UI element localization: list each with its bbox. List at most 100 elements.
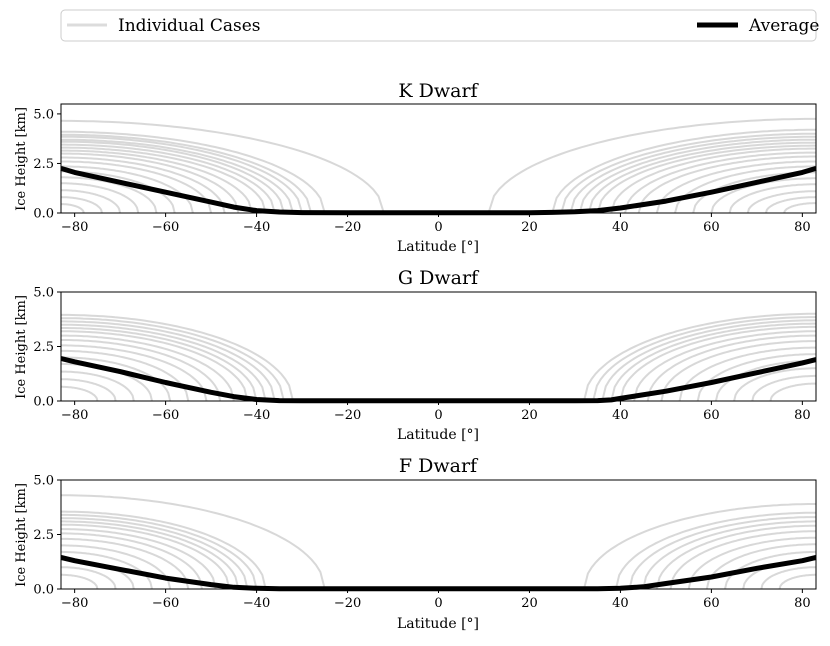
individual-case-line-right-24 — [696, 353, 816, 402]
x-tick-label: −40 — [243, 408, 270, 423]
individual-case-line-left-10 — [61, 550, 153, 590]
individual-case-line-left-8 — [61, 537, 190, 590]
x-tick-label: −20 — [334, 408, 361, 423]
x-tick-label: 20 — [521, 596, 538, 611]
individual-case-line-left-7 — [61, 532, 203, 590]
individual-case-line-left-14 — [61, 385, 99, 402]
x-tick-label: 20 — [521, 408, 538, 423]
average-line — [60, 554, 817, 592]
individual-case-line-left-0 — [61, 494, 326, 590]
y-axis-label: Ice Height [km] — [14, 107, 29, 211]
x-axis: −80 −60 −40 −20 0 20 40 60 80 — [61, 213, 811, 235]
x-tick-label: 40 — [612, 408, 629, 423]
y-tick-label: 0.0 — [33, 395, 54, 410]
legend-individual-label: Individual Cases — [118, 16, 260, 36]
individual-case-line-left-18 — [61, 203, 85, 214]
x-tick-label: 0 — [434, 596, 442, 611]
x-tick-label: −80 — [61, 220, 88, 235]
individual-case-line-left-3 — [60, 517, 249, 590]
x-axis-label: Latitude [°] — [397, 616, 479, 632]
individual-case-line-right-27 — [624, 151, 816, 214]
individual-case-line-left-4 — [61, 520, 240, 590]
x-tick-label: 20 — [521, 220, 538, 235]
x-tick-label: 60 — [703, 408, 720, 423]
x-tick-label: 60 — [703, 220, 720, 235]
individual-case-line-right-19 — [487, 117, 816, 214]
individual-case-line-left-6 — [61, 143, 276, 214]
individual-case-line-right-20 — [551, 128, 816, 214]
individual-case-line-right-27 — [751, 374, 816, 402]
individual-case-line-left-12 — [61, 370, 135, 402]
individual-case-line-left-9 — [61, 544, 172, 590]
individual-case-line-right-21 — [560, 132, 816, 214]
x-tick-label: −40 — [243, 220, 270, 235]
x-tick-label: −80 — [61, 596, 88, 611]
legend-average-label: Average — [748, 16, 819, 36]
individual-case-line-left-4 — [61, 138, 294, 214]
individual-case-line-right-18 — [610, 322, 816, 402]
individual-case-line-left-6 — [60, 528, 217, 590]
panel-f-dwarf: F Dwarf −80 −60 −40 −20 0 20 40 60 80 0.02.55.0 … — [14, 455, 817, 632]
individual-case-line-right-14 — [583, 503, 816, 590]
panel-title: F Dwarf — [399, 455, 479, 477]
individual-case-line-right-18 — [655, 524, 816, 590]
individual-case-line-left-8 — [61, 344, 208, 402]
individual-case-line-right-25 — [596, 144, 816, 214]
individual-case-line-right-22 — [724, 550, 816, 590]
individual-case-line-left-14 — [61, 176, 158, 214]
individual-case-line-right-21 — [646, 334, 816, 402]
panel-g-dwarf: G Dwarf −80 −60 −40 −20 0 20 40 60 80 0.02.55.0 … — [14, 267, 817, 443]
individual-case-line-right-21 — [705, 543, 816, 590]
individual-case-line-left-16 — [61, 189, 122, 214]
individual-case-line-right-36 — [783, 202, 816, 214]
individual-case-line-left-4 — [61, 327, 258, 402]
x-tick-label: 80 — [794, 220, 811, 235]
individual-case-line-left-5 — [61, 330, 249, 402]
individual-case-line-left-15 — [61, 182, 140, 214]
individual-case-line-right-24 — [760, 566, 816, 590]
x-tick-label: −60 — [152, 408, 179, 423]
x-tick-label: 60 — [703, 596, 720, 611]
legend: Individual Cases Average — [60, 9, 819, 42]
individual-case-line-right-20 — [687, 536, 816, 590]
individual-case-line-right-19 — [619, 325, 816, 402]
x-tick-label: −60 — [152, 596, 179, 611]
legend-frame — [60, 9, 817, 42]
individual-case-line-left-6 — [61, 334, 235, 402]
y-tick-label: 5.0 — [33, 286, 54, 301]
individual-case-line-right-20 — [633, 330, 816, 402]
individual-case-line-left-3 — [61, 323, 267, 402]
individual-case-line-left-1 — [61, 317, 285, 402]
individual-case-line-right-25 — [778, 573, 816, 590]
y-axis-label: Ice Height [km] — [14, 295, 29, 399]
individual-case-line-right-23 — [578, 138, 816, 214]
y-axis: 0.0 2.5 5.0 — [33, 107, 61, 222]
y-axis-label: Ice Height [km] — [14, 483, 29, 587]
plot-frame — [60, 479, 817, 590]
individual-case-line-left-12 — [61, 165, 194, 214]
y-tick-label: 2.5 — [33, 528, 54, 543]
x-tick-label: 80 — [794, 596, 811, 611]
individual-case-line-right-22 — [660, 340, 816, 402]
individual-case-line-left-2 — [61, 513, 258, 590]
individual-case-line-left-7 — [61, 146, 267, 214]
individual-case-line-left-5 — [61, 140, 285, 214]
y-axis: 0.0 2.5 5.0 — [33, 286, 61, 410]
x-tick-label: −20 — [334, 220, 361, 235]
individual-case-line-left-13 — [61, 573, 99, 590]
individual-cases-group — [60, 494, 816, 590]
y-tick-label: 5.0 — [33, 107, 54, 122]
individual-case-line-right-35 — [765, 196, 816, 214]
individual-case-line-right-22 — [569, 135, 816, 214]
x-tick-label: −60 — [152, 220, 179, 235]
individual-case-line-left-17 — [61, 196, 103, 214]
x-tick-label: −80 — [61, 408, 88, 423]
individual-case-line-left-5 — [61, 523, 231, 590]
x-tick-label: 40 — [612, 596, 629, 611]
individual-case-line-right-15 — [614, 511, 816, 590]
individual-case-line-left-0 — [60, 119, 385, 214]
individual-case-line-left-11 — [61, 160, 213, 214]
individual-case-line-right-28 — [769, 382, 816, 402]
x-tick-label: 0 — [434, 220, 442, 235]
